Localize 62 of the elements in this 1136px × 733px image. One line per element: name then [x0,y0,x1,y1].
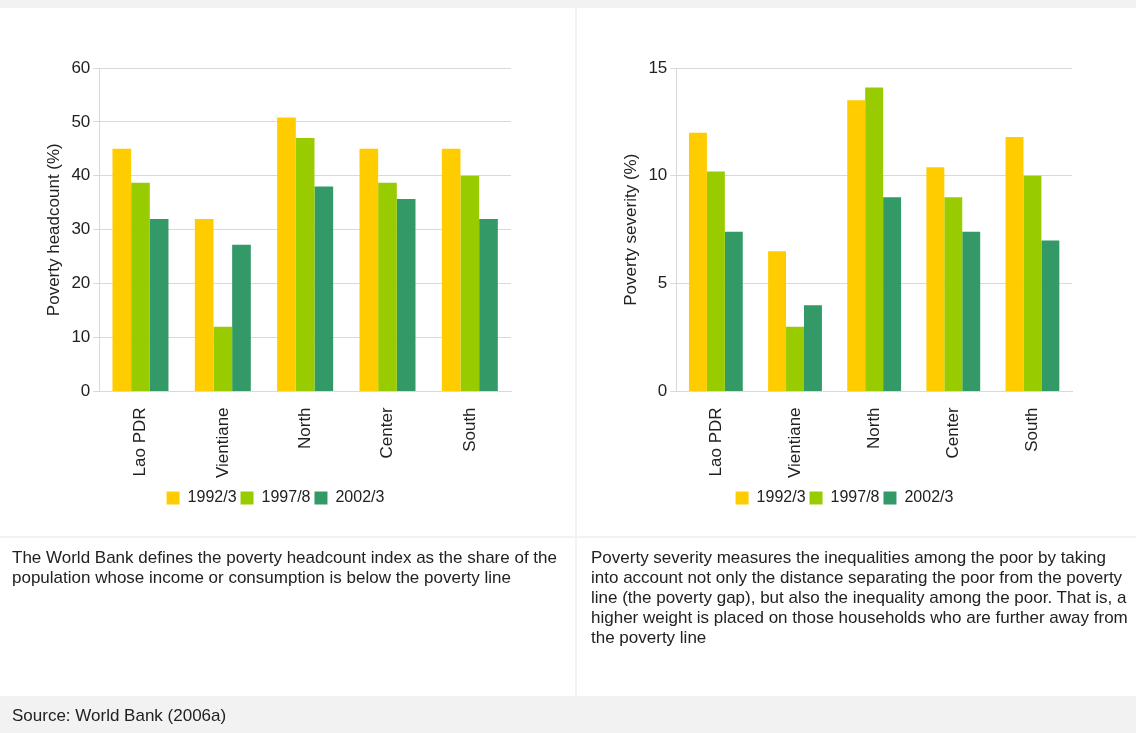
bar [768,251,787,391]
bar [194,218,214,391]
x-tick-label: Center [942,407,962,459]
y-tick-label: 50 [71,111,91,131]
bar [865,87,884,391]
bar [688,132,707,391]
bar [213,326,233,391]
x-tick-label: Vientiane [212,407,232,479]
x-tick-label: Lao PDR [130,407,150,477]
bar [277,117,296,391]
bar [883,197,902,391]
text: Poverty severity measures the inequalities among the poor by taking into account not only the distance separating the poor from the poverty line (the poverty gap), but also the inequality among the poor. That is, a higher weight is placed on those households who are further away from the poverty line [577,538,1136,696]
y-tick-label: 30 [71,219,91,239]
bar [112,148,132,391]
y-tick-label: 0 [80,381,91,401]
y-tick-label: 10 [71,327,91,347]
x-tick-label: Center [377,407,397,459]
bar [232,244,251,391]
legend-label: 2002/3 [904,488,954,506]
legend-label: 1997/8 [830,488,880,506]
bar [1023,175,1042,391]
bar [1005,137,1024,391]
y-tick-label: 5 [657,273,668,293]
x-tick-label: South [459,407,479,452]
bar [847,100,866,391]
bar [1041,240,1060,391]
x-tick-label: North [863,407,883,449]
bar [479,218,498,391]
y-tick-label: 60 [71,57,91,77]
bar [396,198,416,391]
source-note: Source: World Bank (2006a) [0,698,1136,733]
x-tick-label: Lao PDR [705,407,725,477]
bar [962,231,981,391]
y-tick-label: 10 [648,165,668,185]
bar [295,138,315,391]
bar [131,182,150,391]
x-tick-label: South [1022,407,1042,452]
bar [724,231,743,391]
legend-label: 2002/3 [335,488,385,506]
text: The World Bank defines the poverty headcount index as the share of the population whose income or consumption is below the poverty line [0,538,575,696]
bar [359,148,379,391]
bar [786,326,804,391]
bar [944,197,963,391]
bar [706,171,725,391]
bar [803,305,822,391]
bar [314,186,334,391]
bar [378,182,397,391]
y-axis-title: Poverty severity (%) [620,153,640,306]
x-tick-label: North [294,407,314,449]
y-tick-label: 15 [648,57,668,77]
legend-label: 1992/3 [187,488,237,506]
bar [926,167,945,391]
y-tick-label: 20 [71,273,91,293]
y-tick-label: 40 [71,165,91,185]
y-tick-label: 0 [657,381,668,401]
bar [149,218,169,391]
legend-label: 1997/8 [261,488,311,506]
bar [441,148,461,391]
legend-label: 1992/3 [756,488,806,506]
x-tick-label: Vientiane [784,407,804,479]
y-axis-title: Poverty headcount (%) [43,143,63,317]
bar [460,175,480,391]
